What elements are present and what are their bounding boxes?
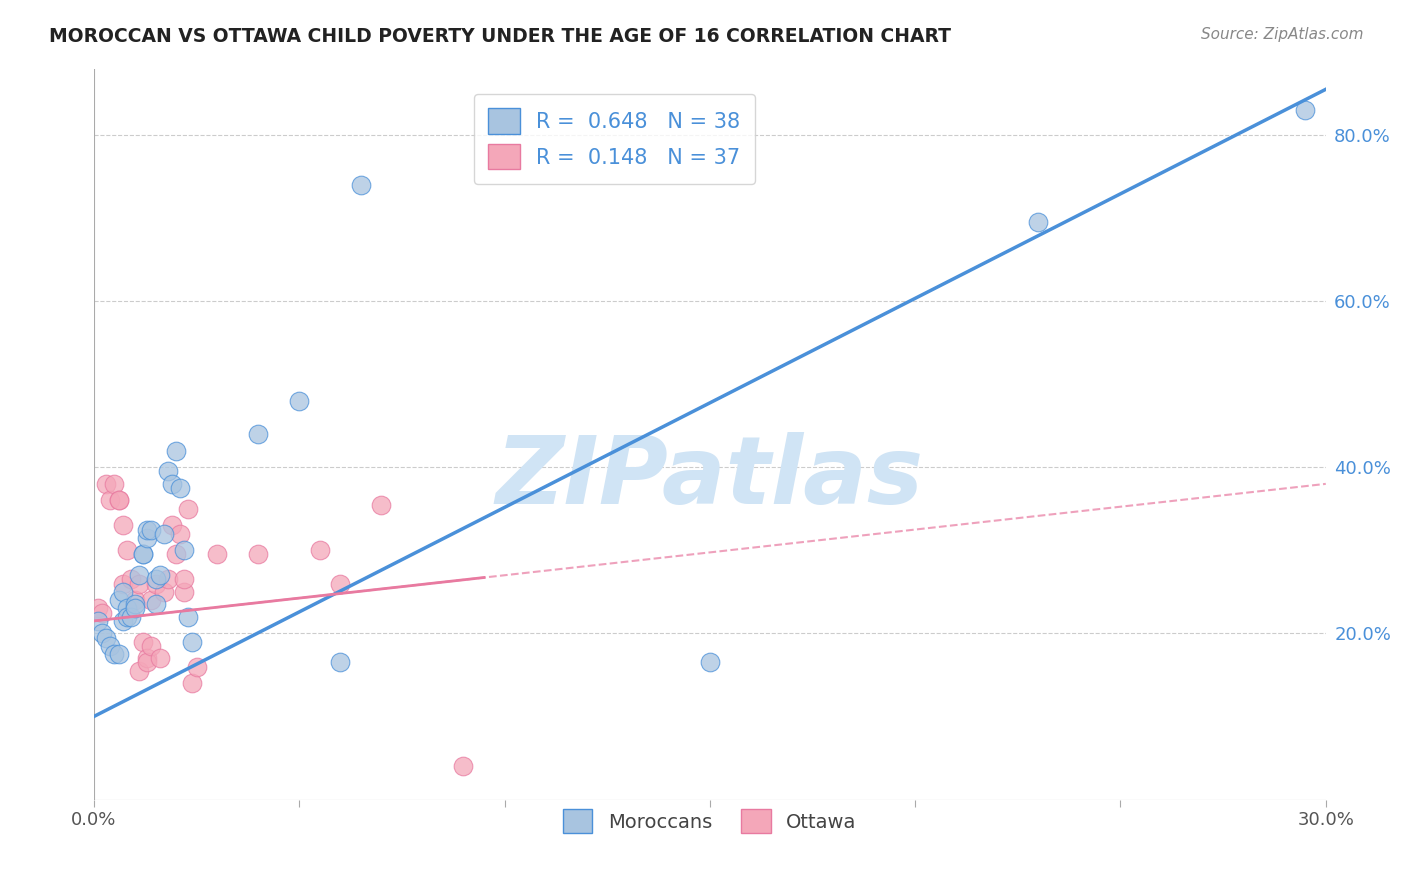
Point	[453, 759, 475, 773]
Point	[329, 576, 352, 591]
Point	[107, 647, 129, 661]
Point	[111, 585, 134, 599]
Point	[115, 543, 138, 558]
Point	[699, 656, 721, 670]
Point	[141, 639, 163, 653]
Point	[141, 523, 163, 537]
Legend: Moroccans, Ottawa: Moroccans, Ottawa	[551, 797, 868, 845]
Point	[160, 476, 183, 491]
Point	[308, 543, 330, 558]
Point	[149, 651, 172, 665]
Point	[145, 597, 167, 611]
Text: Source: ZipAtlas.com: Source: ZipAtlas.com	[1201, 27, 1364, 42]
Point	[247, 427, 270, 442]
Point	[173, 585, 195, 599]
Point	[120, 609, 142, 624]
Point	[136, 656, 159, 670]
Point	[288, 393, 311, 408]
Point	[156, 464, 179, 478]
Point	[145, 573, 167, 587]
Point	[115, 601, 138, 615]
Point	[350, 178, 373, 192]
Point	[181, 676, 204, 690]
Point	[169, 481, 191, 495]
Point	[132, 548, 155, 562]
Point	[103, 476, 125, 491]
Point	[87, 614, 110, 628]
Point	[124, 601, 146, 615]
Point	[128, 664, 150, 678]
Point	[370, 498, 392, 512]
Point	[160, 518, 183, 533]
Point	[173, 573, 195, 587]
Point	[124, 597, 146, 611]
Point	[128, 568, 150, 582]
Point	[1294, 103, 1316, 117]
Point	[165, 548, 187, 562]
Point	[152, 526, 174, 541]
Point	[128, 576, 150, 591]
Point	[136, 523, 159, 537]
Point	[124, 593, 146, 607]
Point	[149, 568, 172, 582]
Point	[98, 493, 121, 508]
Point	[186, 659, 208, 673]
Point	[177, 609, 200, 624]
Point	[111, 576, 134, 591]
Point	[107, 493, 129, 508]
Point	[247, 548, 270, 562]
Point	[156, 573, 179, 587]
Point	[145, 576, 167, 591]
Point	[181, 634, 204, 648]
Point	[115, 609, 138, 624]
Point	[91, 606, 114, 620]
Point	[103, 647, 125, 661]
Text: MOROCCAN VS OTTAWA CHILD POVERTY UNDER THE AGE OF 16 CORRELATION CHART: MOROCCAN VS OTTAWA CHILD POVERTY UNDER T…	[49, 27, 952, 45]
Point	[87, 601, 110, 615]
Point	[132, 548, 155, 562]
Point	[165, 443, 187, 458]
Point	[91, 626, 114, 640]
Point	[173, 543, 195, 558]
Point	[96, 631, 118, 645]
Point	[1028, 215, 1050, 229]
Point	[177, 501, 200, 516]
Point	[96, 476, 118, 491]
Point	[329, 656, 352, 670]
Point	[205, 548, 228, 562]
Point	[107, 493, 129, 508]
Text: ZIPatlas: ZIPatlas	[496, 432, 924, 524]
Point	[141, 593, 163, 607]
Point	[132, 634, 155, 648]
Point	[169, 526, 191, 541]
Point	[136, 531, 159, 545]
Point	[136, 651, 159, 665]
Point	[152, 585, 174, 599]
Point	[111, 518, 134, 533]
Point	[98, 639, 121, 653]
Point	[107, 593, 129, 607]
Point	[111, 614, 134, 628]
Point	[120, 573, 142, 587]
